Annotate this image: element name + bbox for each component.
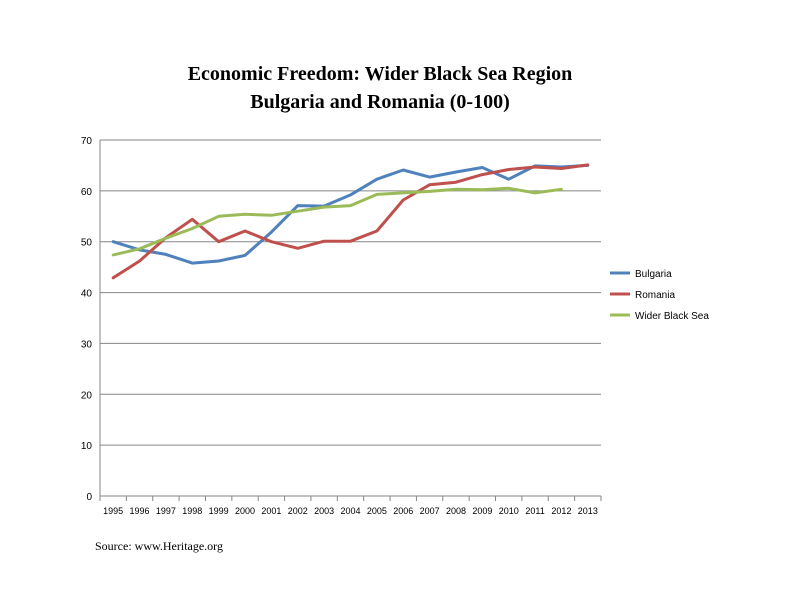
legend-label-bulgaria: Bulgaria: [635, 269, 672, 280]
x-tick-label-2013: 2013: [578, 506, 598, 516]
x-tick-label-2009: 2009: [472, 506, 492, 516]
x-tick-label-2012: 2012: [551, 506, 571, 516]
x-tick-label-2010: 2010: [499, 506, 519, 516]
x-tick-label-2004: 2004: [340, 506, 360, 516]
x-tick-label-2000: 2000: [235, 506, 255, 516]
chart-subtitle: Bulgaria and Romania (0-100): [250, 91, 510, 113]
y-tick-label-60: 60: [81, 187, 93, 198]
legend-label-wider-black-sea: Wider Black Sea: [635, 311, 709, 322]
x-tick-label-2008: 2008: [446, 506, 466, 516]
x-tick-label-1997: 1997: [156, 506, 176, 516]
y-tick-label-50: 50: [81, 238, 93, 249]
x-tick-label-1998: 1998: [182, 506, 202, 516]
x-tick-label-1999: 1999: [209, 506, 229, 516]
x-tick-label-2001: 2001: [261, 506, 281, 516]
y-tick-label-40: 40: [81, 289, 93, 300]
legend-label-romania: Romania: [635, 290, 675, 301]
y-tick-label-10: 10: [81, 441, 93, 452]
x-tick-label-2007: 2007: [420, 506, 440, 516]
x-tick-label-1995: 1995: [103, 506, 123, 516]
series-line-wider-black-sea: [111, 186, 563, 257]
x-tick-label-2002: 2002: [288, 506, 308, 516]
series-line-romania: [111, 163, 590, 280]
y-tick-label-30: 30: [81, 339, 93, 350]
y-tick-label-20: 20: [81, 390, 93, 401]
x-tick-label-2011: 2011: [525, 506, 544, 516]
source-note: Source: www.Heritage.org: [95, 539, 223, 553]
series-line-bulgaria: [111, 163, 590, 265]
x-tick-label-2003: 2003: [314, 506, 334, 516]
y-tick-label-70: 70: [81, 136, 93, 147]
y-tick-label-0: 0: [86, 492, 92, 503]
chart-title: Economic Freedom: Wider Black Sea Region: [187, 63, 573, 85]
x-tick-label-2006: 2006: [393, 506, 413, 516]
x-tick-label-2005: 2005: [367, 506, 387, 516]
x-tick-label-1996: 1996: [130, 506, 150, 516]
